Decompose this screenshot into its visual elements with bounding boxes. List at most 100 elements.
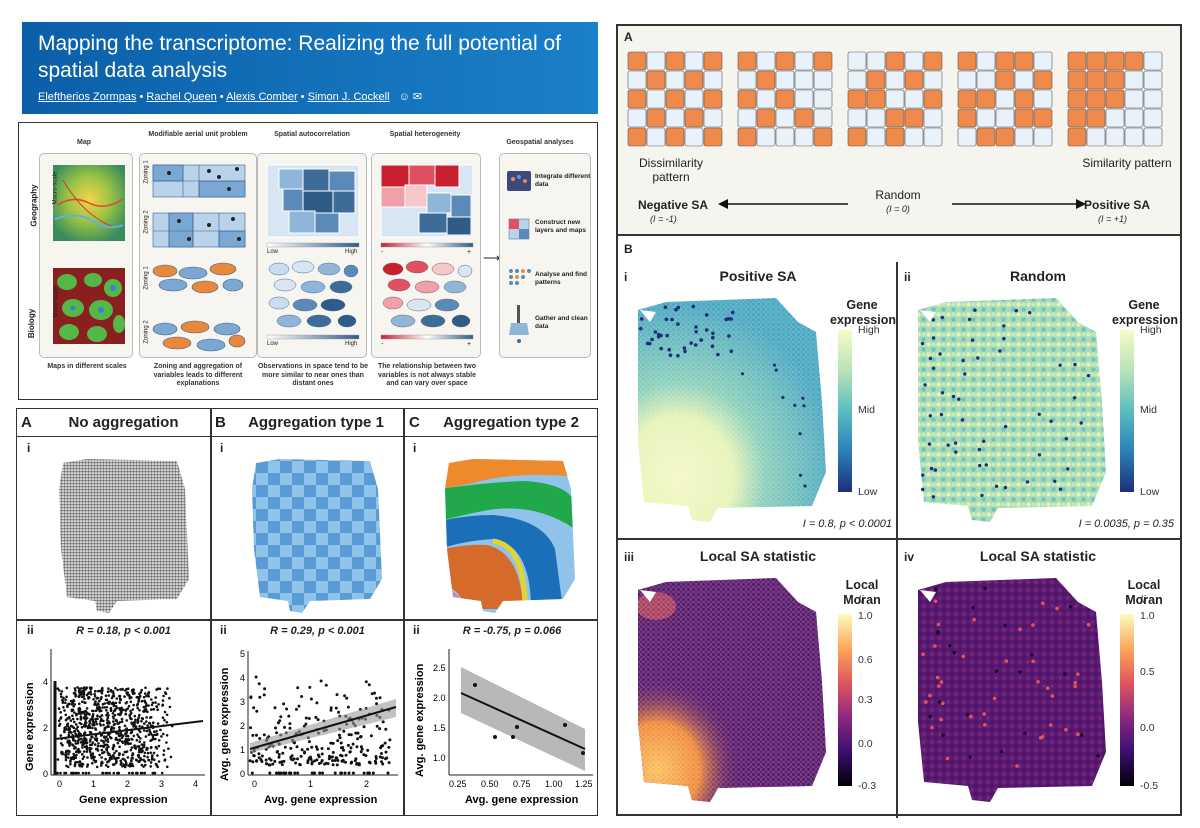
scatter-point — [146, 755, 149, 759]
scatter-point — [321, 771, 324, 775]
scatter-point — [329, 706, 333, 710]
grid-cell — [885, 70, 905, 90]
scatter-point — [143, 760, 147, 763]
grid-cell — [1067, 70, 1087, 90]
map-title: Local SA statistic — [979, 548, 1097, 564]
scatter-point — [290, 754, 294, 758]
map-spot — [983, 586, 987, 590]
scatter-point — [113, 757, 116, 760]
colorbar — [838, 330, 852, 492]
map-spot — [940, 315, 944, 320]
scatter-point — [75, 771, 78, 775]
scatter-point — [156, 708, 159, 711]
person-icon[interactable]: ☺ — [398, 91, 410, 103]
colorbar — [1120, 330, 1134, 492]
scatter-point — [138, 694, 142, 698]
map-spot — [674, 307, 678, 312]
scatter-point — [101, 761, 104, 765]
mail-icon[interactable]: ✉ — [412, 91, 423, 103]
scatter-point — [326, 747, 330, 751]
column-title: Spatial autocorrelation — [274, 131, 350, 138]
author-link[interactable]: Simon J. Cockell — [307, 91, 390, 103]
grid-cell — [1124, 70, 1144, 90]
scatter-point — [89, 743, 92, 747]
map-spot — [676, 353, 680, 358]
grid-cell — [976, 108, 996, 128]
local-sa-map-random — [918, 578, 1106, 802]
heterogeneity-panels — [380, 164, 474, 340]
author-link[interactable]: Rachel Queen — [146, 91, 217, 103]
scatter-point — [145, 729, 149, 733]
scatter-point — [59, 717, 62, 720]
map-spot — [976, 356, 980, 360]
scatter-point — [154, 701, 157, 704]
scatter-point — [92, 709, 95, 713]
grid-cell — [775, 70, 795, 90]
scatter-point — [493, 735, 497, 739]
scatter-point — [156, 687, 160, 690]
grid-cell — [1143, 127, 1163, 147]
scatter-point — [100, 756, 103, 759]
scatter-point — [123, 765, 127, 769]
scatter-point — [146, 724, 149, 727]
scatter-point — [344, 753, 348, 757]
spatial-autocorrelation-figure: A Dissimilarity pattern Similarity patte… — [616, 24, 1182, 818]
grid-cell — [813, 127, 833, 147]
grid-cell — [1105, 89, 1125, 109]
author-link[interactable]: Alexis Comber — [226, 91, 298, 103]
legend-minus: - — [381, 341, 384, 348]
scatter-point — [116, 688, 119, 692]
scatter-point — [141, 771, 144, 775]
map-spot — [1080, 733, 1084, 737]
scatter-point — [76, 725, 79, 729]
map-spot — [1003, 424, 1008, 429]
scatter-point — [88, 726, 92, 729]
scatter-point — [64, 756, 68, 759]
grid-cell — [1124, 108, 1144, 128]
map-spot — [1050, 694, 1055, 698]
scatter-point — [107, 759, 111, 763]
grid-cell — [1086, 89, 1106, 109]
grid-cell — [684, 108, 704, 128]
scatter-point — [98, 699, 101, 703]
scatter-point — [355, 762, 359, 766]
scatter-point — [388, 738, 392, 742]
map-spot — [933, 468, 938, 472]
scatter-point — [136, 733, 139, 736]
scatter-point — [74, 756, 78, 760]
scatter-point — [81, 739, 85, 742]
positive-label: Positive SA — [1084, 198, 1151, 212]
scatter-point — [67, 731, 71, 734]
scatter-point — [94, 720, 98, 723]
scatter-point — [74, 733, 78, 736]
grid-cell — [1014, 108, 1034, 128]
map-spot — [931, 495, 936, 499]
x-tick: 1 — [91, 779, 96, 789]
scatter-point — [68, 742, 71, 746]
scatter-point — [64, 713, 68, 717]
grid-cell — [775, 51, 795, 71]
scatter-point — [117, 771, 120, 775]
map-spot — [1041, 601, 1045, 605]
scatter-point — [104, 757, 107, 761]
grid-cell — [957, 70, 977, 90]
scatter-point — [343, 694, 347, 698]
author-link[interactable]: Eleftherios Zormpas — [38, 91, 137, 103]
subpanel-label: i — [220, 441, 224, 455]
map-spot — [803, 484, 807, 488]
scatter-point — [107, 720, 111, 723]
map-spot — [982, 439, 986, 443]
scatter-point — [100, 739, 103, 742]
scatter-point — [145, 694, 148, 698]
scatter-point — [74, 723, 78, 726]
map-spot — [1003, 623, 1007, 628]
scatter-point — [120, 717, 124, 721]
scatter-point — [145, 704, 148, 707]
scatter-point — [128, 696, 132, 700]
map-spot — [676, 322, 680, 326]
scatter-point — [74, 742, 78, 745]
y-tick: 2 — [43, 723, 48, 733]
scatter-point — [102, 735, 106, 739]
map-spot — [992, 696, 997, 701]
map-spot — [1049, 723, 1053, 727]
